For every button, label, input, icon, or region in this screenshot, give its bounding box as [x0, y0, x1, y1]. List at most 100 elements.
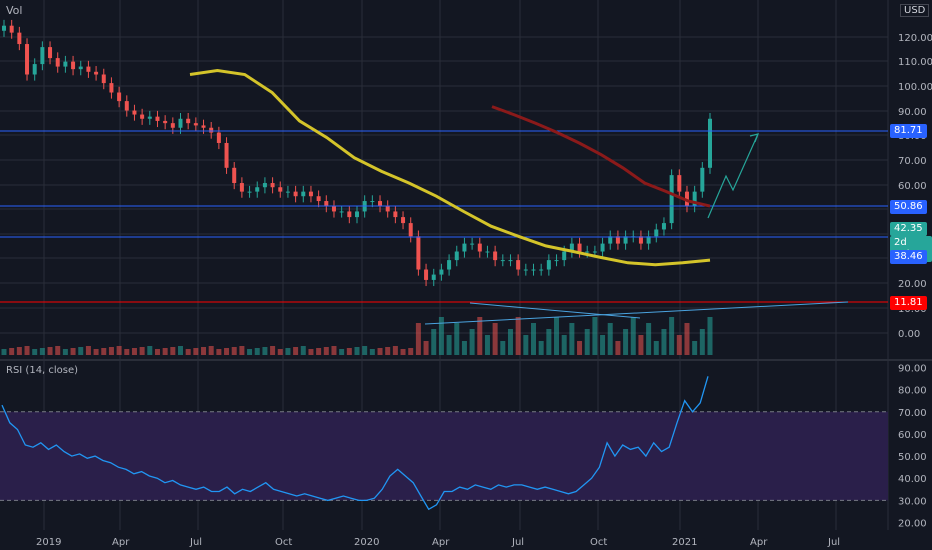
volume-bar: [277, 349, 283, 355]
volume-bar: [1, 349, 7, 355]
volume-bar: [592, 317, 598, 355]
volume-bar: [669, 317, 675, 355]
price-tag: 42.35: [890, 222, 927, 236]
volume-bar: [185, 349, 191, 355]
projection-arrow: [749, 133, 759, 143]
candle-body: [424, 269, 429, 280]
time-tick-label: Jul: [511, 537, 524, 548]
volume-bar: [469, 329, 475, 355]
volume-bar: [692, 341, 698, 355]
candle-body: [239, 183, 244, 192]
volume-bar: [523, 335, 529, 355]
volume-bar: [285, 348, 291, 355]
candle-body: [117, 92, 122, 102]
candle-body: [109, 83, 114, 93]
volume-bar: [676, 335, 682, 355]
candle-body: [600, 243, 605, 252]
time-tick-label: Apr: [750, 537, 768, 548]
time-tick-label: Oct: [590, 537, 607, 548]
volume-bar: [507, 329, 513, 355]
volume-bar: [584, 329, 590, 355]
volume-bar: [62, 349, 68, 355]
volume-bar: [39, 348, 45, 355]
price-tick-label: 110.00: [898, 57, 932, 68]
volume-bar: [431, 329, 437, 355]
candle-body: [232, 167, 237, 184]
volume-bar: [684, 323, 690, 355]
candle-body: [493, 251, 498, 261]
candle-body: [462, 243, 467, 252]
volume-bar: [101, 348, 107, 355]
volume-bar: [193, 348, 199, 355]
candle-body: [86, 66, 91, 72]
candle-body: [447, 260, 452, 270]
volume-bar: [108, 347, 114, 355]
volume-bar: [147, 346, 153, 355]
price-tag: 11.81: [890, 296, 927, 310]
candle-body: [132, 110, 137, 115]
candle-body: [216, 132, 221, 143]
volume-bar: [377, 348, 383, 355]
candle-body: [301, 191, 306, 197]
candle-body: [669, 175, 674, 224]
rsi-tick-label: 90.00: [898, 363, 927, 374]
volume-bar: [85, 346, 91, 355]
volume-bar: [369, 349, 375, 355]
volume-bar: [454, 323, 460, 355]
candle-body: [577, 243, 582, 252]
candle-body: [546, 260, 551, 270]
rsi-tick-label: 70.00: [898, 408, 927, 419]
candle-body: [94, 71, 99, 75]
volume-bar: [216, 349, 222, 355]
candle-body: [608, 236, 613, 244]
candle-body: [25, 44, 30, 75]
candle-body: [140, 114, 145, 119]
candle-body: [9, 25, 14, 33]
candle-body: [677, 175, 682, 192]
volume-bar: [293, 347, 299, 355]
volume-bar: [638, 335, 644, 355]
candle-body: [615, 236, 620, 244]
volume-bar: [615, 341, 621, 355]
rsi-tick-label: 20.00: [898, 519, 927, 530]
candle-body: [355, 211, 359, 218]
volume-bar: [93, 349, 99, 355]
candle-body: [247, 191, 252, 193]
volume-bar: [408, 348, 414, 355]
rsi-tick-label: 30.00: [898, 496, 927, 507]
candle-body: [270, 183, 275, 188]
candle-body: [316, 196, 321, 202]
volume-bar: [139, 347, 145, 355]
volume-bar: [577, 341, 583, 355]
volume-bar: [270, 346, 276, 355]
candle-body: [48, 47, 53, 59]
candle-body: [2, 25, 6, 31]
candle-body: [324, 201, 329, 207]
candle-body: [654, 229, 659, 237]
candle-body: [516, 260, 521, 270]
candle-body: [178, 118, 183, 128]
volume-bar: [661, 329, 667, 355]
volume-bar: [699, 329, 705, 355]
volume-bar: [461, 341, 467, 355]
currency-badge[interactable]: USD: [900, 4, 930, 17]
candle-body: [262, 183, 267, 188]
volume-bar: [423, 341, 429, 355]
price-tick-label: 100.00: [898, 82, 932, 93]
volume-bar: [346, 348, 352, 355]
volume-bar: [201, 347, 207, 355]
rsi-tick-label: 50.00: [898, 452, 927, 463]
candle-body: [308, 191, 313, 197]
candle-body: [554, 260, 559, 262]
candle-body: [592, 251, 597, 253]
time-tick-label: Apr: [112, 537, 130, 548]
candle-body: [285, 191, 290, 193]
candle-body: [124, 101, 129, 111]
price-tick-label: 120.00: [898, 33, 932, 44]
candle-body: [431, 274, 436, 280]
time-tick-label: 2019: [36, 537, 61, 548]
candle-body: [163, 120, 168, 124]
candle-body: [224, 142, 229, 168]
candle-body: [539, 269, 544, 271]
